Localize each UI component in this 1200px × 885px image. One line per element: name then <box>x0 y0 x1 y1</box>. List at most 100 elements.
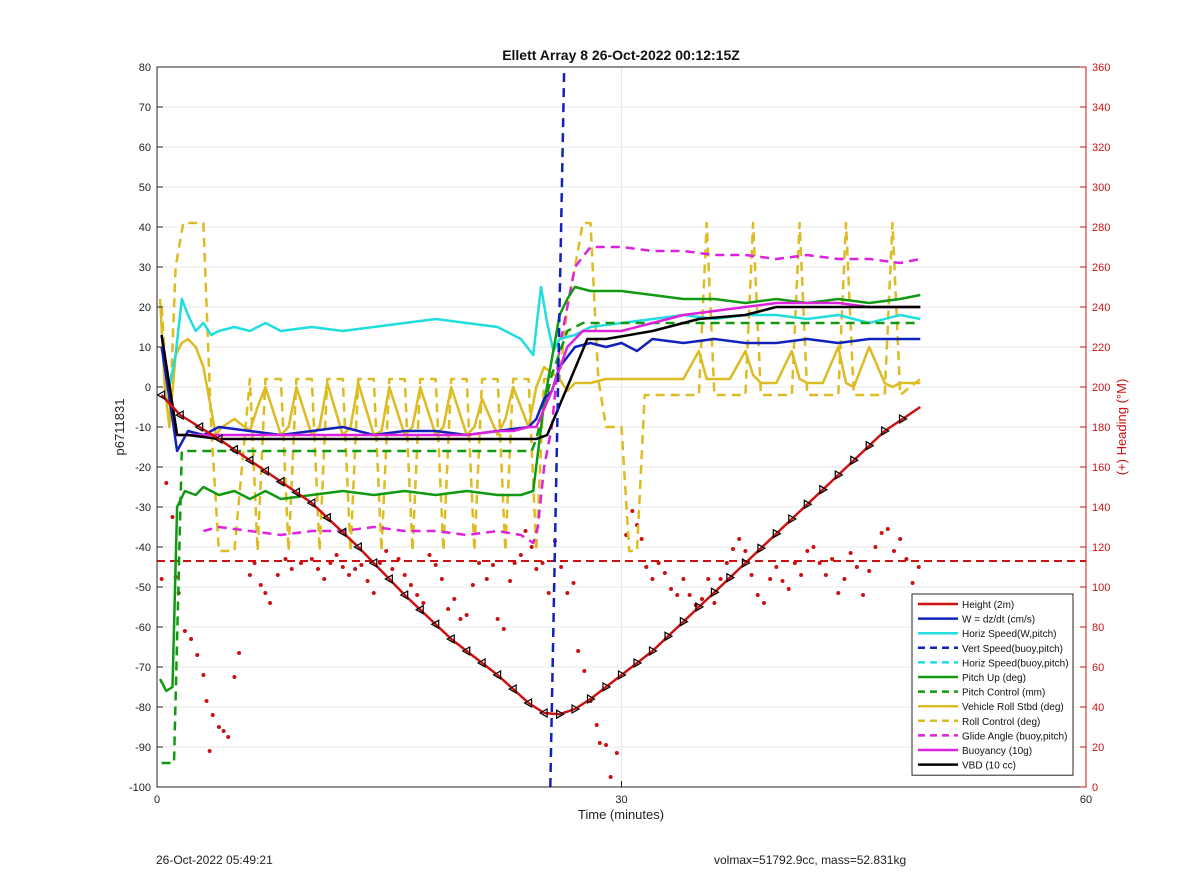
heading-point <box>263 591 268 595</box>
heading-point <box>518 553 523 557</box>
heading-point <box>662 571 667 575</box>
heading-point <box>316 567 321 571</box>
heading-point <box>390 567 395 571</box>
heading-point <box>164 481 169 485</box>
height-marker <box>523 697 533 709</box>
y2-tick-label: 280 <box>1092 222 1110 234</box>
heading-point <box>892 549 897 553</box>
heading-point <box>768 577 773 581</box>
height-marker <box>353 541 362 553</box>
heading-point <box>402 573 407 577</box>
data-series-layer <box>157 67 1086 787</box>
height-marker <box>898 413 908 425</box>
heading-point <box>371 591 376 595</box>
y-tick-label: -10 <box>135 422 151 434</box>
series-line-w-dz-dt-cm-s <box>160 337 921 453</box>
heading-point <box>749 573 754 577</box>
heading-point <box>439 577 444 581</box>
heading-point <box>464 613 469 617</box>
height-marker <box>414 604 424 615</box>
height-marker <box>617 669 627 681</box>
height-marker <box>648 645 658 657</box>
height-marker <box>291 487 300 498</box>
heading-point <box>817 561 822 565</box>
height-marker <box>194 421 204 433</box>
heading-point <box>384 549 389 553</box>
legend-entry: VBD (10 cc) <box>962 761 1016 772</box>
height-marker <box>772 528 782 539</box>
y-tick-label: -50 <box>135 582 151 594</box>
heading-point <box>830 557 835 561</box>
y2-tick-label: 40 <box>1092 702 1104 714</box>
height-marker <box>229 444 238 455</box>
height-marker <box>430 619 440 630</box>
y2-tick-label: 100 <box>1092 582 1110 594</box>
y-tick-label: -40 <box>135 542 151 554</box>
x-tick-label: 0 <box>154 794 160 806</box>
heading-point <box>597 741 602 745</box>
y-tick-label: 80 <box>139 62 151 74</box>
heading-point <box>836 591 841 595</box>
heading-point <box>805 549 810 553</box>
heading-point <box>458 617 463 621</box>
legend-entry: Vert Speed(buoy,pitch) <box>962 644 1063 655</box>
heading-point <box>226 735 231 739</box>
height-marker <box>555 709 565 720</box>
heading-point <box>523 529 528 533</box>
x-tick-label: 60 <box>1080 794 1092 806</box>
heading-point <box>706 577 711 581</box>
heading-point <box>415 593 420 597</box>
height-marker <box>538 707 548 719</box>
heading-point <box>477 561 482 565</box>
y2-tick-label: 240 <box>1092 302 1110 314</box>
y-tick-label: 40 <box>139 222 151 234</box>
heading-point <box>232 675 237 679</box>
legend-entry: Vehicle Roll Stbd (deg) <box>962 702 1064 713</box>
heading-point <box>792 561 797 565</box>
heading-point <box>247 573 252 577</box>
y2-tick-label: 300 <box>1092 182 1110 194</box>
heading-point <box>216 725 221 729</box>
heading-point <box>879 531 884 535</box>
heading-point <box>614 751 619 755</box>
heading-point <box>452 597 457 601</box>
heading-point <box>268 601 273 605</box>
heading-point <box>594 723 599 727</box>
heading-point <box>848 551 853 555</box>
legend-entry: Horiz Speed(buoy,pitch) <box>962 658 1069 669</box>
height-marker <box>726 572 736 583</box>
height-marker <box>710 587 720 598</box>
y2-tick-label: 320 <box>1092 142 1110 154</box>
height-marker <box>881 425 890 437</box>
height-marker <box>384 573 393 585</box>
heading-point <box>582 669 587 673</box>
y2-tick-label: 220 <box>1092 342 1110 354</box>
heading-point <box>283 557 288 561</box>
heading-point <box>252 561 257 565</box>
y-tick-label: -90 <box>135 742 151 754</box>
heading-point <box>916 565 921 569</box>
y-axis-label: p6711831 <box>112 399 127 456</box>
heading-point <box>700 597 705 601</box>
heading-point <box>204 699 209 703</box>
series-line-vert-speed-buoy-pitch <box>549 67 566 787</box>
series-line-pitch-up-deg <box>158 285 921 693</box>
y-tick-label: 0 <box>145 382 151 394</box>
heading-point <box>799 573 804 577</box>
heading-point <box>910 581 915 585</box>
heading-point <box>604 743 609 747</box>
heading-point <box>512 561 517 565</box>
height-marker <box>865 440 875 451</box>
height-marker <box>157 389 166 401</box>
height-marker <box>174 409 184 421</box>
heading-point <box>630 509 635 513</box>
heading-point <box>761 601 766 605</box>
series-line-glide-angle-buoy-pitch <box>203 245 921 545</box>
heading-point <box>718 577 723 581</box>
heading-point <box>237 651 242 655</box>
height-marker <box>507 683 517 695</box>
y2-axis-label: (+) Heading (°M) <box>1114 379 1129 476</box>
height-marker <box>260 465 269 477</box>
heading-point <box>534 567 539 571</box>
